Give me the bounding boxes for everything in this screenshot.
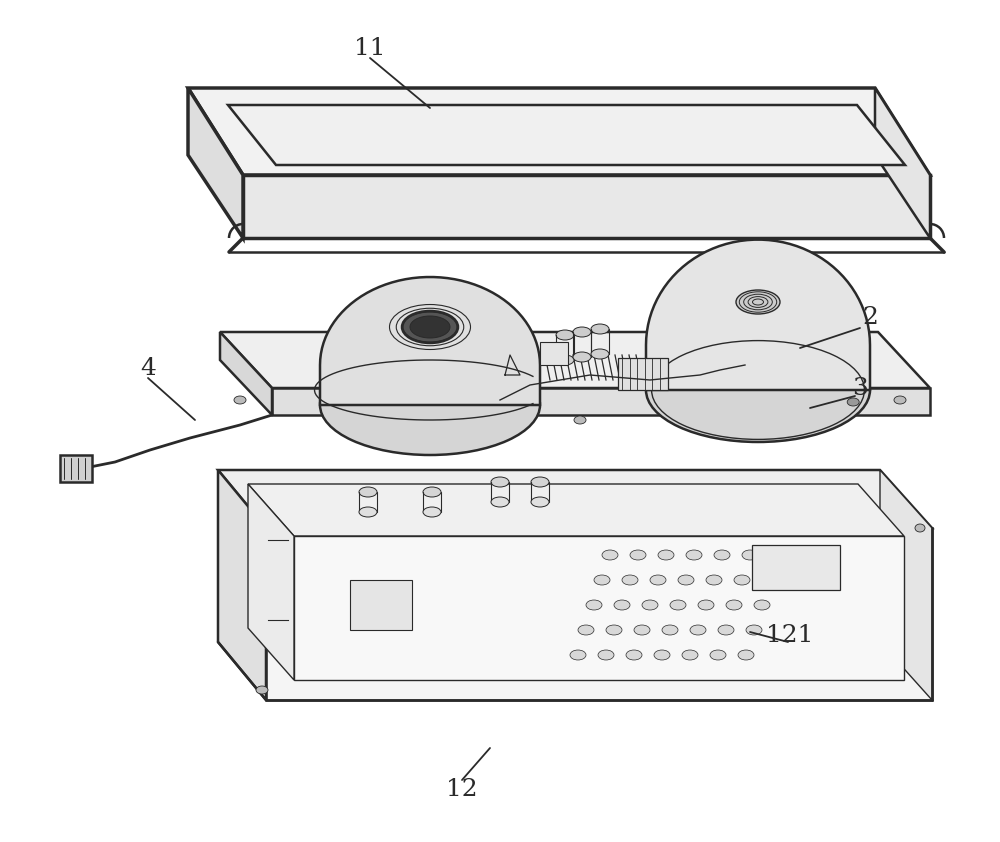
Ellipse shape [591, 349, 609, 359]
Ellipse shape [359, 507, 377, 517]
Ellipse shape [256, 686, 268, 694]
Ellipse shape [594, 575, 610, 585]
Ellipse shape [556, 330, 574, 340]
Ellipse shape [578, 625, 594, 635]
Ellipse shape [686, 550, 702, 560]
Ellipse shape [736, 290, 780, 314]
Ellipse shape [570, 650, 586, 660]
Polygon shape [880, 470, 932, 700]
Text: 121: 121 [766, 625, 814, 647]
Ellipse shape [710, 650, 726, 660]
Polygon shape [540, 342, 568, 365]
Ellipse shape [531, 477, 549, 487]
Polygon shape [272, 388, 930, 415]
Text: 4: 4 [140, 356, 156, 380]
Ellipse shape [491, 497, 509, 507]
Polygon shape [218, 470, 266, 700]
Polygon shape [618, 358, 668, 390]
Ellipse shape [602, 550, 618, 560]
Ellipse shape [320, 355, 540, 455]
Ellipse shape [654, 650, 670, 660]
Ellipse shape [359, 487, 377, 497]
Ellipse shape [682, 650, 698, 660]
Ellipse shape [423, 507, 441, 517]
Ellipse shape [586, 600, 602, 610]
Ellipse shape [491, 477, 509, 487]
Polygon shape [350, 580, 412, 630]
Polygon shape [188, 88, 243, 238]
Ellipse shape [574, 416, 586, 424]
Ellipse shape [678, 575, 694, 585]
Ellipse shape [690, 625, 706, 635]
Ellipse shape [847, 398, 859, 406]
Polygon shape [220, 332, 272, 415]
Polygon shape [266, 528, 932, 700]
Polygon shape [320, 277, 540, 405]
Ellipse shape [598, 650, 614, 660]
Ellipse shape [770, 550, 786, 560]
Ellipse shape [726, 600, 742, 610]
Ellipse shape [698, 600, 714, 610]
Text: 12: 12 [446, 779, 478, 802]
Ellipse shape [573, 352, 591, 362]
Ellipse shape [738, 650, 754, 660]
Ellipse shape [734, 575, 750, 585]
Polygon shape [218, 470, 932, 528]
Ellipse shape [742, 550, 758, 560]
Ellipse shape [630, 550, 646, 560]
Polygon shape [228, 105, 905, 165]
Polygon shape [294, 536, 904, 680]
Ellipse shape [915, 524, 925, 532]
Text: 11: 11 [354, 36, 386, 60]
Polygon shape [248, 484, 294, 680]
Ellipse shape [606, 625, 622, 635]
Text: 3: 3 [852, 376, 868, 399]
Ellipse shape [614, 600, 630, 610]
Polygon shape [248, 484, 904, 536]
Polygon shape [646, 240, 870, 390]
Ellipse shape [531, 497, 549, 507]
Polygon shape [188, 88, 930, 175]
Ellipse shape [646, 338, 870, 442]
Ellipse shape [762, 575, 778, 585]
Ellipse shape [556, 355, 574, 365]
Ellipse shape [642, 600, 658, 610]
Ellipse shape [754, 600, 770, 610]
Ellipse shape [622, 575, 638, 585]
Ellipse shape [746, 625, 762, 635]
Ellipse shape [714, 550, 730, 560]
Ellipse shape [410, 316, 450, 338]
Ellipse shape [670, 600, 686, 610]
Ellipse shape [573, 327, 591, 337]
Polygon shape [60, 455, 92, 482]
Polygon shape [875, 88, 930, 238]
Ellipse shape [423, 487, 441, 497]
Ellipse shape [402, 311, 458, 343]
Polygon shape [752, 545, 840, 590]
Ellipse shape [650, 575, 666, 585]
Ellipse shape [662, 625, 678, 635]
Ellipse shape [634, 625, 650, 635]
Ellipse shape [591, 324, 609, 334]
Ellipse shape [234, 396, 246, 404]
Ellipse shape [706, 575, 722, 585]
Polygon shape [243, 175, 930, 238]
Polygon shape [220, 332, 930, 388]
Ellipse shape [626, 650, 642, 660]
Ellipse shape [718, 625, 734, 635]
Text: 2: 2 [862, 306, 878, 329]
Ellipse shape [658, 550, 674, 560]
Ellipse shape [894, 396, 906, 404]
